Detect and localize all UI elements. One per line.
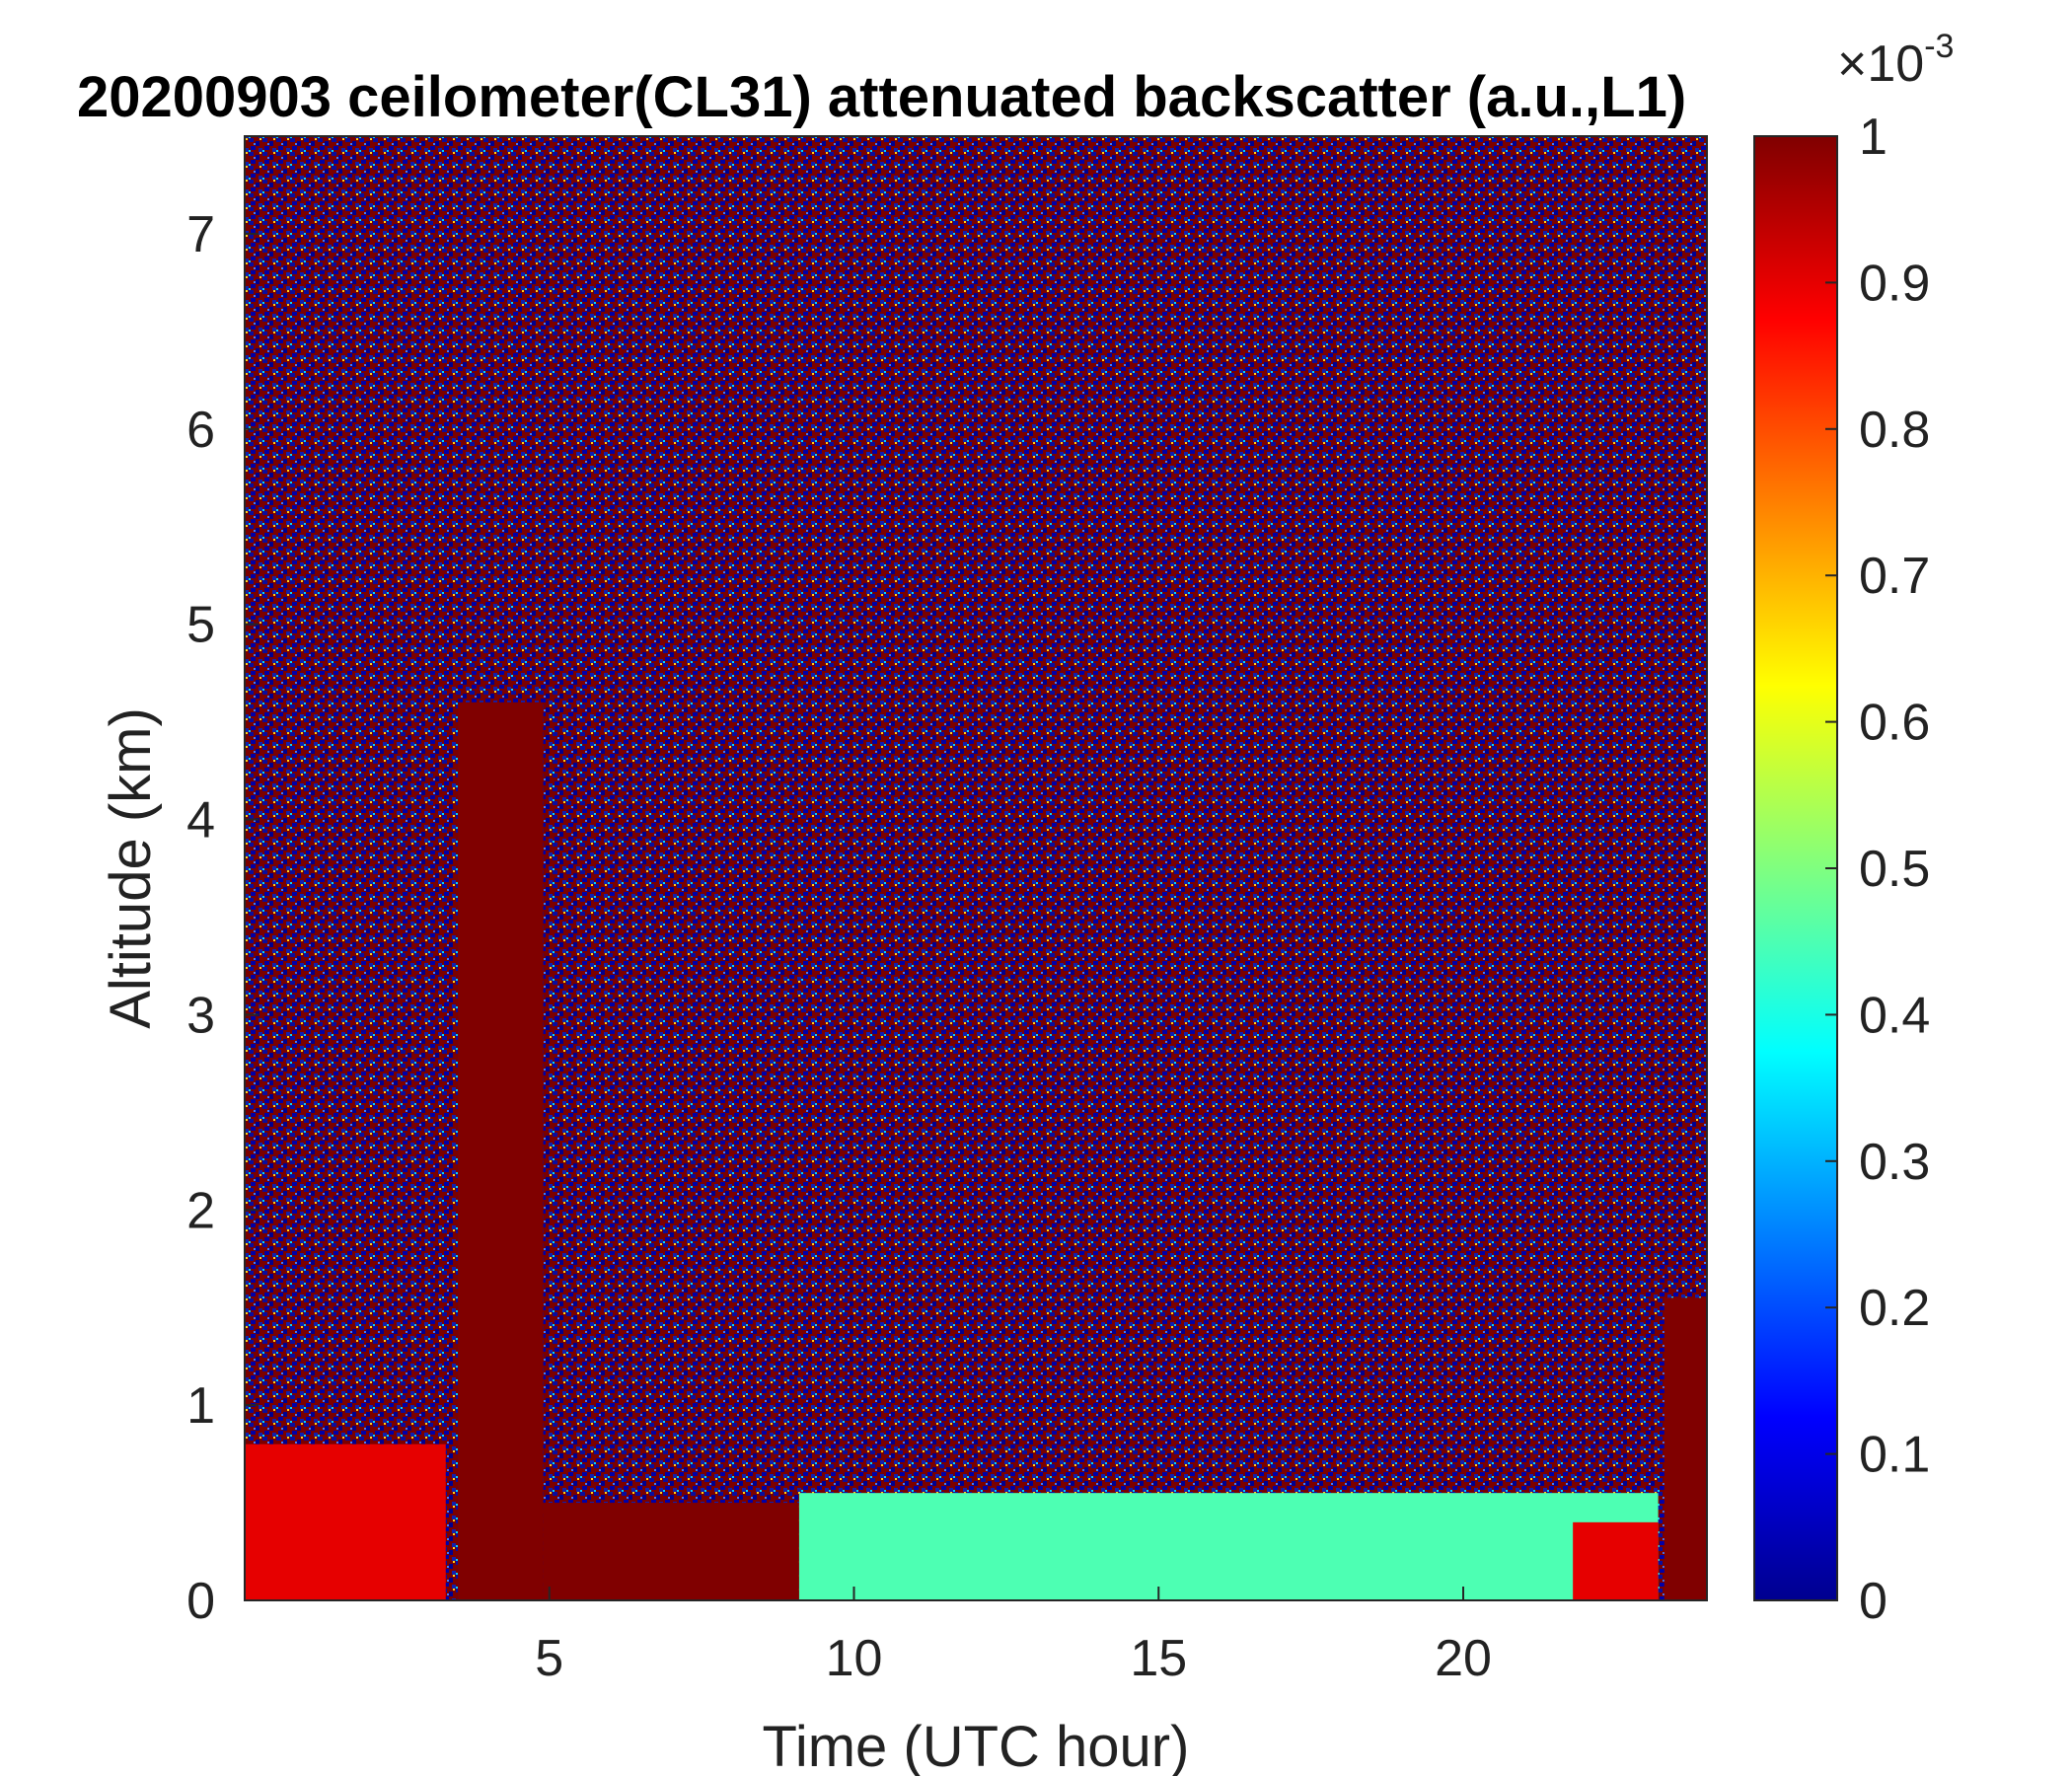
y-tick-label: 1 (186, 1377, 215, 1435)
x-tick-label: 10 (826, 1630, 883, 1687)
x-axis-label: Time (UTC hour) (763, 1715, 1190, 1776)
colorbar-tick-label: 0 (1859, 1573, 1887, 1630)
colorbar (1753, 135, 1838, 1601)
feature-region-5 (1664, 1297, 1707, 1600)
y-tick-label: 6 (186, 402, 215, 459)
colorbar-tick-label: 1 (1859, 109, 1887, 166)
colorbar-multiplier-base: ×10 (1837, 36, 1924, 93)
colorbar-tick-label: 0.6 (1859, 695, 1930, 752)
colorbar-tick-label: 0.3 (1859, 1134, 1930, 1191)
y-tick-label: 5 (186, 597, 215, 654)
plot-area (245, 136, 1707, 1600)
y-axis-label: Altitude (km) (99, 707, 163, 1029)
feature-layer (245, 702, 1707, 1600)
y-tick-label: 7 (186, 206, 215, 263)
chart-title: 20200903 ceilometer(CL31) attenuated bac… (77, 65, 1686, 129)
x-tick-label: 5 (535, 1630, 563, 1687)
x-axis: 5 10 15 20 (535, 1587, 1492, 1687)
colorbar-multiplier-exponent: -3 (1924, 28, 1954, 65)
colorbar-tick-label: 0.1 (1859, 1427, 1930, 1484)
colorbar-tick-label: 0.7 (1859, 548, 1930, 605)
y-axis: 0 1 2 3 4 5 6 7 (186, 206, 259, 1630)
colorbar-ticks: 0 0.1 0.2 0.3 0.4 0.5 0.6 0.7 0.8 0.9 1 (1825, 109, 1930, 1630)
colorbar-multiplier: ×10-3 (1837, 28, 1954, 93)
x-tick-label: 15 (1130, 1630, 1187, 1687)
x-tick-label: 20 (1435, 1630, 1492, 1687)
plot-frame (244, 135, 1708, 1601)
feature-region-1 (458, 702, 544, 1600)
feature-region-4 (1573, 1521, 1659, 1600)
y-tick-label: 3 (186, 987, 215, 1044)
colorbar-tick-label: 0.9 (1859, 255, 1930, 312)
colorbar-tick-label: 0.8 (1859, 402, 1930, 459)
feature-region-2 (543, 1503, 799, 1600)
y-tick-label: 2 (186, 1182, 215, 1239)
feature-region-0 (245, 1443, 446, 1600)
feature-region-3 (798, 1493, 1659, 1600)
y-tick-label: 0 (186, 1573, 215, 1630)
colorbar-tick-label: 0.5 (1859, 841, 1930, 898)
colorbar-tick-label: 0.4 (1859, 987, 1930, 1044)
colorbar-tick-label: 0.2 (1859, 1280, 1930, 1337)
y-tick-label: 4 (186, 792, 215, 850)
